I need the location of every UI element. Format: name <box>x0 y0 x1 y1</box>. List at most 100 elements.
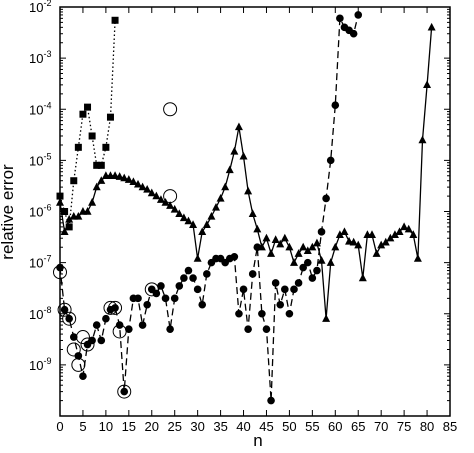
y-tick-label: 10-3 <box>29 49 51 66</box>
data-point-filled-circle <box>189 274 197 282</box>
data-point-filled-circle <box>276 300 285 309</box>
y-tick-label-exponent: -5 <box>43 151 51 161</box>
data-point-triangle <box>280 233 289 242</box>
data-point-filled-circle <box>303 258 312 267</box>
y-tick-label: 10-4 <box>29 100 51 117</box>
data-point-open-circle <box>80 337 95 352</box>
data-point-triangle <box>88 197 97 206</box>
data-point-filled-circle <box>138 321 147 329</box>
series-layer <box>53 11 436 405</box>
data-point-square <box>97 161 105 169</box>
data-point-filled-circle <box>65 314 73 323</box>
data-point-triangle <box>129 177 138 186</box>
data-point-triangle <box>322 314 331 322</box>
data-point-square <box>106 113 114 121</box>
data-point-triangle <box>92 182 101 191</box>
data-point-triangle <box>413 254 422 262</box>
data-point-triangle <box>111 171 120 179</box>
data-point-triangle <box>221 182 230 191</box>
data-point-triangle <box>115 172 124 180</box>
data-point-triangle <box>354 240 363 249</box>
data-point-triangle <box>166 201 175 209</box>
data-point-open-circle <box>66 342 81 357</box>
data-point-triangle <box>267 249 276 257</box>
data-point-triangle <box>161 197 170 206</box>
y-tick-label-base: 10 <box>29 307 43 322</box>
x-tick-label: 0 <box>56 419 63 434</box>
data-point-filled-circle <box>317 228 326 236</box>
data-point-triangle <box>377 240 386 249</box>
data-point-open-circle <box>117 384 132 399</box>
data-point-triangle <box>331 242 340 251</box>
data-point-triangle <box>120 173 129 182</box>
data-point-triangle <box>312 238 321 247</box>
x-tick-label: 35 <box>213 419 227 434</box>
data-point-square <box>84 103 92 111</box>
data-point-triangle <box>386 233 395 242</box>
data-point-filled-circle <box>157 282 165 290</box>
y-axis-title: relative error <box>0 164 17 260</box>
y-tick-label-base: 10 <box>29 358 43 373</box>
data-point-triangle <box>345 236 354 245</box>
tick-label-layer: 0 5 10 15 20 25 30 35 40 45 50 55 60 65 70 75 80 8510-910… <box>29 0 457 434</box>
data-point-square <box>65 223 73 231</box>
data-point-triangle <box>138 182 147 191</box>
data-point-triangle <box>248 209 257 218</box>
x-tick-label: 80 <box>420 419 434 434</box>
data-point-triangle <box>230 146 239 155</box>
data-point-triangle <box>216 193 225 202</box>
data-point-square <box>70 177 78 185</box>
data-point-filled-circle <box>180 274 188 282</box>
data-point-filled-circle <box>198 300 207 309</box>
data-point-filled-circle <box>134 294 142 303</box>
data-point-filled-circle <box>203 270 211 278</box>
data-point-filled-circle <box>326 156 335 165</box>
data-point-filled-circle <box>161 294 170 303</box>
tick-layer <box>59 6 451 416</box>
data-point-filled-circle <box>239 285 248 294</box>
data-point-open-circle <box>75 330 90 345</box>
x-tick-label: 15 <box>122 419 136 434</box>
data-point-triangle <box>276 239 285 248</box>
data-point-filled-circle <box>97 336 106 345</box>
data-point-filled-circle <box>184 266 193 275</box>
data-point-triangle <box>358 273 367 282</box>
y-tick-label: 10-7 <box>29 254 51 271</box>
data-point-open-circle <box>103 300 118 315</box>
data-point-triangle <box>317 256 326 264</box>
data-point-filled-circle <box>349 29 358 38</box>
data-point-filled-circle <box>299 263 307 272</box>
data-point-triangle <box>239 151 248 160</box>
data-point-triangle <box>234 122 243 131</box>
y-tick-label-exponent: -6 <box>43 203 51 213</box>
x-tick-label: 75 <box>397 419 411 434</box>
data-point-square <box>74 143 82 151</box>
y-tick-label: 10-5 <box>29 151 51 168</box>
x-tick-label: 40 <box>236 419 250 434</box>
data-point-triangle <box>189 220 198 228</box>
x-tick-label: 65 <box>351 419 365 434</box>
data-point-triangle <box>271 235 280 243</box>
data-point-square <box>111 16 119 24</box>
data-point-triangle <box>147 188 156 197</box>
data-point-filled-circle <box>294 279 303 287</box>
data-point-filled-circle <box>102 314 110 323</box>
data-point-open-circle <box>57 302 72 317</box>
data-point-square <box>79 110 87 118</box>
data-point-triangle <box>175 209 184 218</box>
y-tick-label-base: 10 <box>29 205 43 220</box>
data-point-triangle <box>202 220 211 228</box>
data-point-filled-circle <box>322 194 330 203</box>
data-point-triangle <box>83 207 92 215</box>
data-point-open-circle <box>144 282 159 297</box>
data-point-triangle <box>340 227 349 236</box>
data-point-triangle <box>74 211 83 220</box>
data-point-filled-circle <box>253 243 262 252</box>
data-point-triangle <box>349 237 358 246</box>
data-point-filled-circle <box>69 333 78 341</box>
y-tick-label-exponent: -2 <box>43 0 51 8</box>
data-point-square <box>93 161 101 169</box>
data-point-triangle <box>212 202 220 211</box>
data-point-triangle <box>198 227 207 236</box>
